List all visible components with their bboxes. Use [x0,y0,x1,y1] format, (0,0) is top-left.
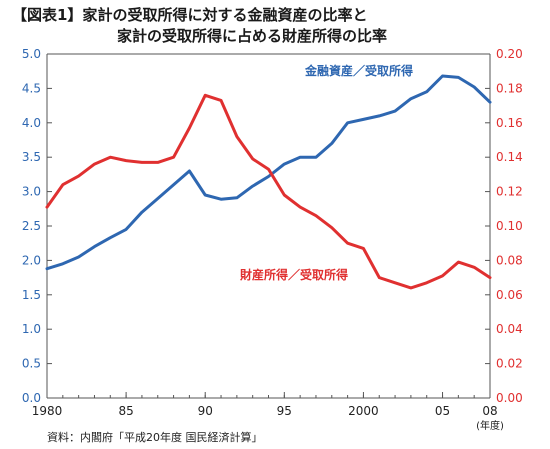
x-tick-label: 08 [482,404,497,418]
y-left-tick-label: 3.0 [22,185,41,199]
x-tick-label: 85 [118,404,133,418]
y-right-tick-label: 0.04 [496,322,523,336]
y-right-tick-label: 0.06 [496,288,523,302]
x-tick-label: 90 [198,404,213,418]
chart-title-line-1: 【図表1】家計の受取所得に対する金融資産の比率と [12,6,368,24]
y-right-tick-label: 0.14 [496,150,523,164]
property-income-ratio-line [45,93,492,290]
y-right-tick-label: 0.08 [496,253,523,267]
y-right-tick-label: 0.02 [496,357,523,371]
y-left-tick-label: 3.5 [22,150,41,164]
y-right-tick-label: 0.12 [496,185,523,199]
x-tick-label: 2000 [348,404,379,418]
y-left-tick-label: 1.0 [22,322,41,336]
y-right-tick-label: 0.18 [496,81,523,95]
y-left-tick-label: 1.5 [22,288,41,302]
y-right-tick-label: 0.10 [496,219,523,233]
source-note: 資料：内閣府「平成20年度 国民経済計算」 [47,431,263,444]
y-right-tick-label: 0.00 [496,391,523,405]
y-left-tick-label: 4.5 [22,81,41,95]
financial-assets-ratio-line [45,74,492,271]
y-left-tick-label: 0.0 [22,391,41,405]
x-tick-label: 1980 [32,404,63,418]
series-label-property-income: 財産所得／受取所得 [239,267,348,282]
x-unit-label: (年度) [476,419,504,432]
y-right-tick-label: 0.20 [496,47,523,61]
chart-title-line-2: 家計の受取所得に占める財産所得の比率 [117,27,388,45]
x-tick-label: 95 [277,404,292,418]
y-left-tick-label: 4.0 [22,116,41,130]
y-left-tick-label: 2.0 [22,253,41,267]
y-left-tick-label: 2.5 [22,219,41,233]
x-tick-label: 05 [435,404,450,418]
series-label-financial-assets: 金融資産／受取所得 [304,63,413,78]
y-left-tick-label: 0.5 [22,357,41,371]
y-left-tick-label: 5.0 [22,47,41,61]
y-right-tick-label: 0.16 [496,116,523,130]
